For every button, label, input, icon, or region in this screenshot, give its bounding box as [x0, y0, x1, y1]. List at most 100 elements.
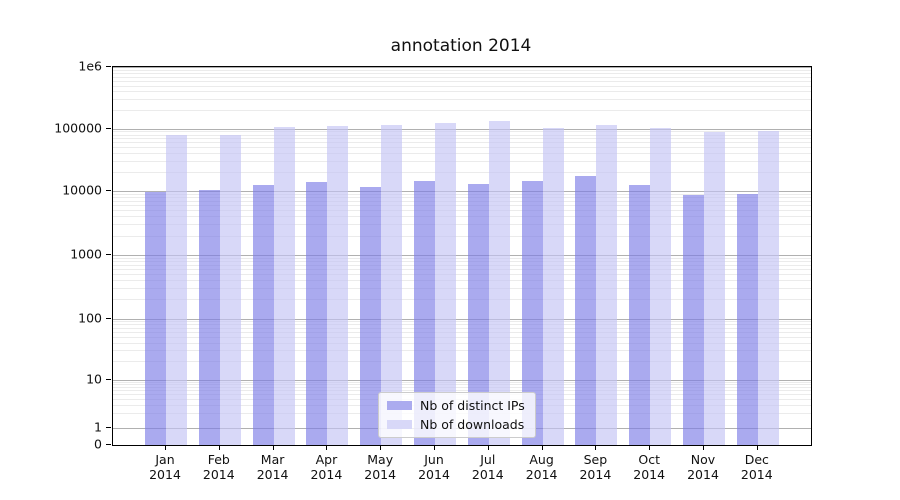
minor-gridline [113, 134, 811, 136]
bar-downloads-jun [435, 123, 456, 445]
minor-gridline [113, 147, 811, 149]
x-tick-mark [595, 445, 597, 450]
bar-distinct-ips-nov [683, 195, 704, 445]
major-gridline [113, 128, 811, 130]
bar-downloads-oct [650, 127, 672, 445]
legend-label-downloads: Nb of downloads [420, 417, 525, 432]
minor-gridline [113, 327, 811, 329]
x-tick-label: Oct 2014 [633, 452, 666, 482]
minor-gridline [113, 299, 811, 301]
y-tick-mark [106, 444, 111, 445]
x-tick-label: May 2014 [364, 452, 397, 482]
legend: Nb of distinct IPs Nb of downloads [378, 392, 536, 438]
minor-gridline [113, 257, 811, 259]
legend-swatch-downloads [387, 420, 412, 429]
major-gridline [113, 191, 811, 192]
x-tick-mark [434, 445, 435, 450]
y-tick-label: 100 [78, 310, 102, 325]
y-tick-label: 10 [86, 371, 102, 386]
minor-gridline [113, 72, 811, 74]
minor-gridline [113, 390, 811, 392]
legend-label-distinct-ips: Nb of distinct IPs [420, 398, 525, 413]
x-tick-mark [649, 445, 651, 450]
y-tick-label: 1e6 [78, 58, 102, 74]
minor-gridline [113, 216, 811, 218]
bar-downloads-apr [327, 125, 349, 445]
legend-swatch-distinct-ips [387, 401, 412, 410]
legend-row-distinct-ips: Nb of distinct IPs [387, 398, 525, 413]
x-tick-mark [218, 445, 220, 450]
bar-distinct-ips-sep [575, 176, 597, 445]
x-tick-mark [380, 445, 382, 450]
x-tick-label: Sep 2014 [579, 452, 612, 482]
minor-gridline [113, 381, 811, 383]
x-tick-label: Jul 2014 [471, 452, 504, 482]
bar-downloads-aug [542, 127, 564, 445]
y-tick-mark [106, 254, 111, 255]
minor-gridline [113, 138, 811, 140]
bar-downloads-sep [596, 125, 618, 445]
minor-gridline [113, 210, 811, 212]
bar-distinct-ips-dec [736, 193, 758, 445]
bar-distinct-ips-oct [629, 184, 651, 445]
x-tick-mark [541, 445, 543, 450]
bar-distinct-ips-jul [467, 183, 489, 445]
minor-gridline [113, 109, 811, 111]
x-tick-mark [165, 445, 166, 450]
minor-gridline [113, 332, 811, 334]
minor-gridline [113, 350, 811, 352]
y-tick-mark [106, 378, 111, 380]
legend-row-downloads: Nb of downloads [387, 417, 525, 432]
minor-gridline [113, 261, 811, 263]
x-tick-mark [272, 445, 274, 450]
plot-area [112, 66, 812, 446]
x-tick-label: Dec 2014 [740, 452, 773, 482]
chart-title: annotation 2014 [390, 36, 532, 56]
bar-downloads-may [381, 125, 403, 445]
major-gridline [113, 379, 811, 381]
minor-gridline [113, 172, 811, 174]
minor-gridline [113, 386, 811, 388]
minor-gridline [113, 321, 811, 323]
minor-gridline [113, 153, 811, 155]
bar-distinct-ips-jun [414, 181, 435, 445]
minor-gridline [113, 324, 811, 326]
minor-gridline [113, 280, 811, 282]
minor-gridline [113, 269, 811, 271]
y-tick-label: 0 [94, 436, 102, 452]
minor-gridline [113, 69, 811, 71]
y-tick-mark [106, 66, 111, 67]
minor-gridline [113, 235, 811, 237]
minor-gridline [113, 131, 811, 133]
minor-gridline [113, 384, 811, 386]
minor-gridline [113, 91, 811, 93]
x-tick-label: Apr 2014 [310, 452, 343, 482]
major-gridline [113, 255, 811, 256]
y-tick-mark [106, 317, 111, 319]
bar-downloads-jan [166, 134, 187, 445]
minor-gridline [113, 336, 811, 338]
major-gridline [113, 318, 811, 320]
bar-downloads-jul [488, 121, 510, 445]
minor-gridline [113, 142, 811, 144]
minor-gridline [113, 200, 811, 202]
x-tick-label: Jan 2014 [149, 452, 181, 482]
minor-gridline [113, 76, 811, 78]
x-tick-label: Nov 2014 [687, 452, 719, 482]
y-tick-mark [106, 190, 111, 191]
x-tick-mark [326, 445, 328, 450]
minor-gridline [113, 197, 811, 199]
y-tick-mark [106, 127, 111, 129]
y-tick-label: 100000 [54, 120, 102, 135]
bar-downloads-nov [704, 132, 725, 445]
bar-downloads-dec [757, 131, 779, 445]
bar-distinct-ips-jan [145, 191, 166, 445]
minor-gridline [113, 288, 811, 290]
x-tick-label: Feb 2014 [202, 452, 235, 482]
minor-gridline [113, 274, 811, 276]
bar-distinct-ips-may [360, 186, 382, 445]
x-tick-mark [487, 445, 489, 450]
bar-distinct-ips-aug [521, 181, 543, 445]
x-tick-label: Jun 2014 [418, 452, 450, 482]
